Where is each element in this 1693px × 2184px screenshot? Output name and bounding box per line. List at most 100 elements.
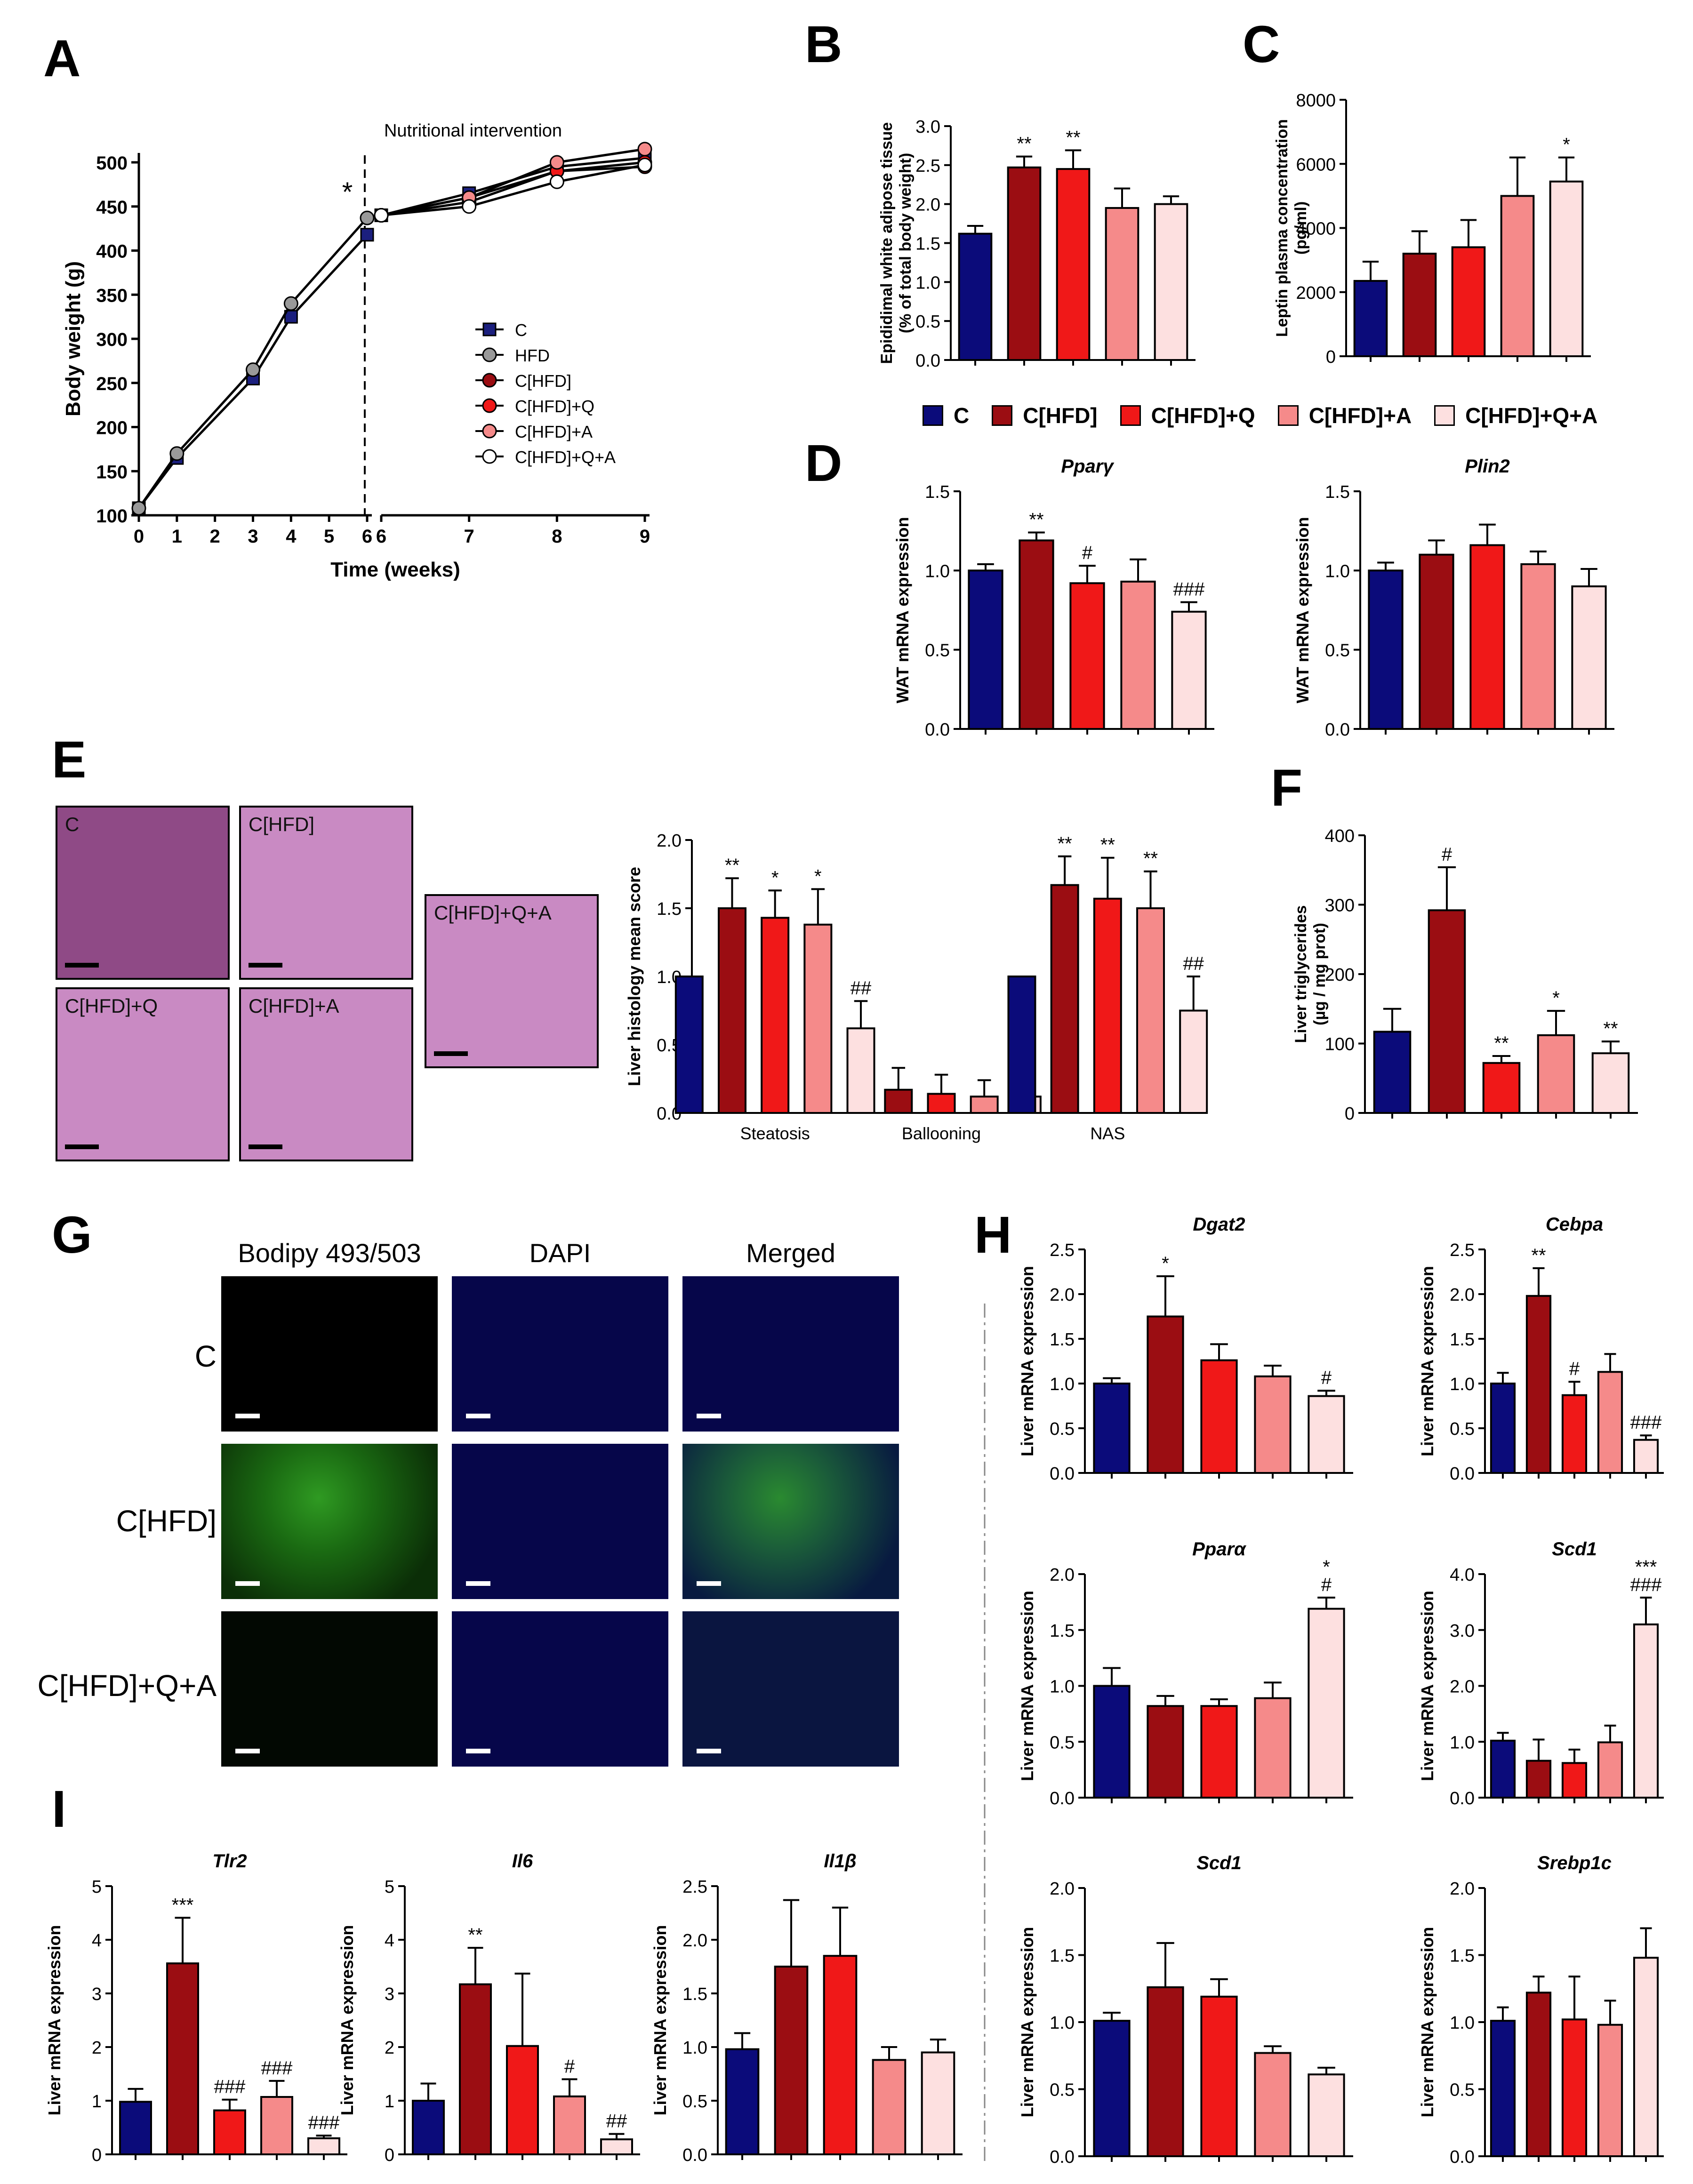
y-tick-label: 0.0 <box>1450 2147 1475 2167</box>
legend-label: HFD <box>515 346 550 365</box>
y-axis-label: (µg / mg prot) <box>1311 923 1329 1025</box>
significance-label: *** <box>172 1895 194 1915</box>
y-tick-label: 1.5 <box>925 482 950 502</box>
bar <box>1147 1705 1184 1799</box>
y-tick-label: 0 <box>92 2145 102 2165</box>
y-tick-label: 100 <box>1325 1035 1355 1055</box>
bar <box>1525 1760 1552 1799</box>
significance-label: ** <box>1100 835 1115 856</box>
significance-label: ** <box>1494 1033 1508 1054</box>
bar <box>1147 1986 1184 2157</box>
y-tick-label: 2.0 <box>1450 1285 1475 1305</box>
chart-i1: 0 1 2 3 4 5 Liver mRNA expression Tlr2 *** ### ###… <box>45 1851 347 2165</box>
histology-photo-label: C[HFD]+Q+A <box>434 902 552 924</box>
scale-bar <box>65 963 99 968</box>
y-tick-label: 2.5 <box>1050 1240 1075 1260</box>
significance-label: ** <box>725 855 739 876</box>
fluorescence-image-dapi-c <box>452 1276 668 1432</box>
significance-label: * <box>1162 1253 1169 1274</box>
bar <box>1633 1957 1659 2158</box>
bar <box>506 2045 539 2156</box>
x-axis-label: Time (weeks) <box>330 558 460 581</box>
fluorescence-image-merged-chfdqa <box>682 1611 899 1767</box>
bar <box>1308 1608 1345 1799</box>
bar <box>459 1983 492 2156</box>
y-tick-label: 0.5 <box>915 312 940 332</box>
y-tick-label: 3 <box>385 1984 394 2004</box>
legend-item-chfdqa: C[HFD]+Q+A <box>1434 403 1597 428</box>
y-axis-label: Liver mRNA expression <box>1018 1927 1037 2118</box>
panel-label-h: H <box>974 1206 1012 1264</box>
bar <box>1007 976 1036 1114</box>
y-axis-label: Body weight (g) <box>62 261 85 416</box>
bar <box>1490 2020 1516 2157</box>
bar <box>553 2095 586 2155</box>
legend-label-chfd: C[HFD] <box>1023 403 1098 428</box>
histology-photo-chfdqa: C[HFD]+Q+A <box>425 894 599 1068</box>
y-axis-label: WAT mRNA expression <box>1293 517 1312 703</box>
significance-label: * <box>814 866 822 887</box>
histology-photo-chfd: C[HFD] <box>239 806 413 980</box>
legend-item-c: C <box>923 403 969 428</box>
bar <box>1105 207 1139 361</box>
bar <box>1093 1685 1131 1799</box>
chart-h1: 0.0 0.5 1.0 1.5 2.0 2.5 Liver mRNA expression D… <box>1018 1214 1353 1484</box>
significance-label: *** <box>1635 1557 1657 1577</box>
y-tick-label: 5 <box>92 1877 102 1897</box>
bar <box>1525 1295 1552 1474</box>
y-tick-label: 2.0 <box>1050 1879 1075 1899</box>
data-point <box>549 174 564 189</box>
y-tick-label: 0 <box>1345 1104 1355 1124</box>
bar <box>1154 203 1188 361</box>
y-tick-label: 1.0 <box>1050 1677 1075 1697</box>
bar <box>1490 1383 1516 1474</box>
data-point <box>169 446 185 461</box>
y-axis-label: Liver mRNA expression <box>1418 1927 1437 2118</box>
significance-label: * <box>1563 135 1570 155</box>
bar <box>1136 907 1165 1114</box>
legend-label: C <box>515 320 527 340</box>
histology-photo-chfda: C[HFD]+A <box>239 987 413 1161</box>
chart-h3: 0.0 0.5 1.0 1.5 2.0 Liver mRNA expression Ppar… <box>1018 1539 1353 1808</box>
bar <box>1069 582 1105 730</box>
y-tick-label: 1.5 <box>1050 1621 1075 1641</box>
y-axis-label: Liver mRNA expression <box>1018 1266 1037 1456</box>
scale-bar <box>65 1144 99 1149</box>
bar <box>884 1088 913 1114</box>
chart-b: 0.0 0.5 1.0 1.5 2.0 2.5 3.0 Epididimal white ad… <box>878 117 1196 371</box>
bar <box>1200 1359 1238 1474</box>
bar <box>823 1955 858 2156</box>
significance-label: ** <box>468 1925 482 1945</box>
legend-swatch-chfd <box>992 405 1013 426</box>
y-axis-label: (% of total body weight) <box>897 153 915 333</box>
significance-label: ### <box>1173 579 1205 600</box>
bar <box>1179 1009 1208 1114</box>
x-tick-label: 8 <box>552 526 562 547</box>
fluorescence-column-label: Merged <box>746 1238 835 1268</box>
y-axis-label: Liver histology mean score <box>625 867 644 1086</box>
x-tick-label: 7 <box>464 526 474 547</box>
y-tick-label: 0.5 <box>1050 2080 1075 2100</box>
legend-label: C[HFD]+Q <box>515 397 594 416</box>
y-tick-label: 450 <box>96 197 128 218</box>
scale-bar <box>235 1581 260 1586</box>
y-tick-label: 0.0 <box>682 2145 707 2165</box>
bar <box>803 923 833 1114</box>
y-tick-label: 0.5 <box>1450 1419 1475 1439</box>
significance-label: ** <box>1143 848 1158 869</box>
y-tick-label: 2.0 <box>1050 1565 1075 1585</box>
legend-label: C[HFD]+Q+A <box>515 448 616 467</box>
y-tick-label: 1.5 <box>1050 1330 1075 1350</box>
y-tick-label: 1.0 <box>1450 1733 1475 1752</box>
x-tick-label: 0 <box>134 526 144 547</box>
y-tick-label: 1.5 <box>1450 1330 1475 1350</box>
histology-photo-label: C[HFD]+Q <box>65 995 158 1017</box>
data-point <box>246 362 260 377</box>
significance-label: ** <box>1066 127 1080 148</box>
fluorescence-image-bodipy-chfdqa <box>221 1611 438 1767</box>
histology-photo-label: C[HFD] <box>249 813 314 835</box>
significance-label: # <box>1082 543 1093 563</box>
scale-bar <box>249 963 282 968</box>
bar <box>1428 909 1466 1114</box>
